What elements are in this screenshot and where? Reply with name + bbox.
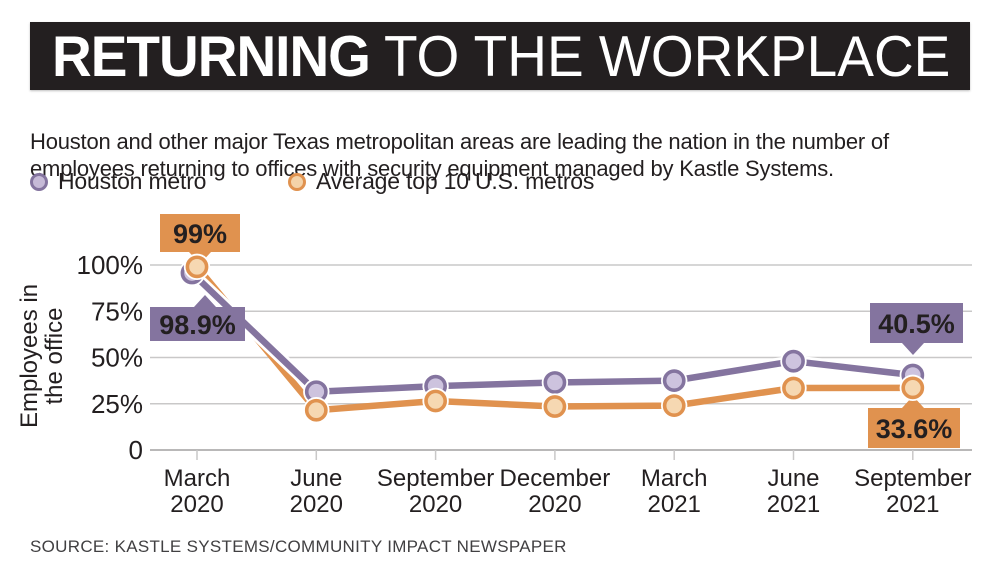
x-tick-label: March 2020	[164, 465, 231, 518]
average-data-point	[782, 376, 805, 400]
callout-box	[868, 408, 960, 448]
callout-value: 40.5%	[878, 309, 955, 339]
houston-data-point	[662, 369, 686, 393]
callout-value: 33.6%	[876, 414, 953, 444]
x-tick-label: September 2021	[854, 465, 971, 518]
x-tick-label: June 2020	[290, 465, 343, 518]
legend: Houston metro Average top 10 U.S. metros	[0, 168, 1000, 194]
y-tick-label: 100%	[77, 250, 144, 280]
x-tick-label: June 2021	[767, 465, 820, 518]
page-title-emphasis: RETURNING	[52, 23, 371, 89]
y-tick-label: 75%	[91, 296, 143, 326]
average-data-point	[543, 395, 567, 418]
callout-box	[160, 214, 240, 252]
x-tick-label: March 2021	[641, 465, 708, 518]
page-title-rest: TO THE WORKPLACE	[383, 23, 951, 89]
subtitle-line-1: Houston and other major Texas metropolit…	[30, 129, 889, 154]
average-data-point	[304, 398, 328, 422]
y-axis-title: Employees inthe office	[16, 284, 68, 428]
callout-value: 99%	[173, 219, 227, 249]
houston-marker-icon	[30, 172, 48, 191]
title-bar: RETURNING TO THE WORKPLACE	[30, 22, 970, 90]
y-tick-label: 50%	[91, 343, 143, 373]
houston-data-point	[543, 371, 567, 394]
legend-label-average: Average top 10 U.S. metros	[316, 168, 595, 194]
callout-pointer-icon	[194, 295, 216, 307]
callout-box	[870, 303, 963, 343]
line-chart: 0 25% 50% 75% 100% Employees inthe office Marc…	[16, 214, 972, 518]
y-tick-label: 25%	[91, 389, 143, 419]
subtitle: Houston and other major Texas metropolit…	[30, 128, 980, 182]
x-tick-label: September 2020	[377, 465, 494, 518]
x-tick-label: December 2020	[500, 465, 611, 518]
houston-data-point	[782, 349, 805, 373]
average-data-point	[185, 255, 209, 279]
y-tick-label: 0	[129, 435, 143, 465]
average-data-point	[424, 389, 448, 413]
callout-pointer-icon	[902, 396, 924, 408]
callout-pointer-icon	[902, 343, 924, 355]
subtitle-line-2: employees returning to offices with secu…	[30, 156, 834, 181]
legend-item-average: Average top 10 U.S. metros	[288, 168, 594, 195]
callout-value: 98.9%	[159, 310, 236, 340]
legend-label-houston: Houston metro	[58, 168, 207, 194]
callout-box	[150, 307, 245, 341]
average-marker-icon	[288, 172, 306, 191]
average-data-point	[901, 376, 925, 400]
source-credit: SOURCE: KASTLE SYSTEMS/COMMUNITY IMPACT …	[30, 537, 567, 556]
average-data-point	[662, 394, 686, 418]
legend-item-houston: Houston metro	[30, 168, 206, 195]
